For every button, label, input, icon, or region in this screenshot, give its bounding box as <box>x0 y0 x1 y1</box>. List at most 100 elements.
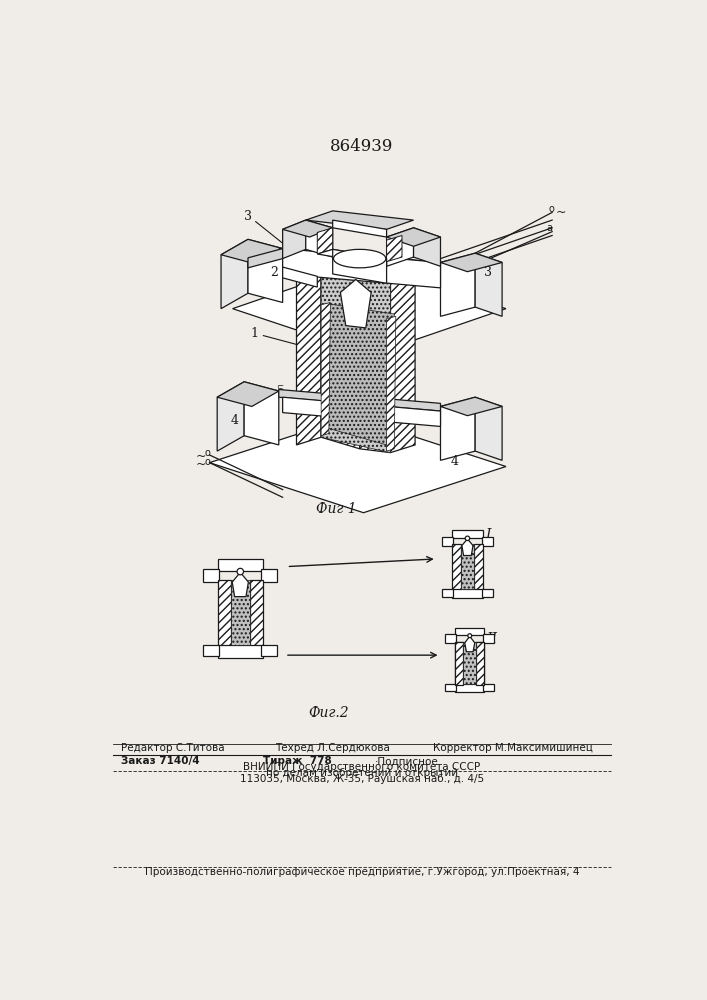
Text: II: II <box>486 632 498 646</box>
Text: o: o <box>204 448 210 458</box>
Polygon shape <box>464 636 474 652</box>
Polygon shape <box>248 249 283 268</box>
Text: ~: ~ <box>196 458 206 471</box>
Text: 864939: 864939 <box>330 138 394 155</box>
Polygon shape <box>296 268 321 445</box>
Text: 4: 4 <box>231 414 239 427</box>
Polygon shape <box>440 253 502 272</box>
Text: Фиг 1: Фиг 1 <box>316 502 357 516</box>
Bar <box>463 642 477 684</box>
Bar <box>218 580 230 647</box>
Polygon shape <box>414 228 440 266</box>
Polygon shape <box>440 397 475 460</box>
Bar <box>218 559 263 571</box>
Text: ·Подписное: ·Подписное <box>375 756 439 766</box>
Polygon shape <box>325 303 395 445</box>
Text: 5: 5 <box>277 385 285 398</box>
Bar <box>455 642 463 685</box>
Bar <box>455 642 484 685</box>
Ellipse shape <box>344 286 368 299</box>
Circle shape <box>465 536 469 541</box>
Text: по делам изобретений и открытий: по делам изобретений и открытий <box>266 768 458 778</box>
Polygon shape <box>333 249 387 283</box>
Text: Техред Л.Сердюкова: Техред Л.Сердюкова <box>275 743 390 753</box>
Polygon shape <box>221 239 248 309</box>
Text: 4: 4 <box>450 455 459 468</box>
Bar <box>477 642 484 685</box>
Polygon shape <box>283 397 440 426</box>
Bar <box>474 544 483 590</box>
Bar <box>452 589 483 598</box>
Text: Редактор С.Титова: Редактор С.Титова <box>121 743 225 753</box>
Polygon shape <box>279 389 440 411</box>
Polygon shape <box>317 228 333 254</box>
Polygon shape <box>321 268 360 449</box>
Text: 3: 3 <box>484 266 492 279</box>
Polygon shape <box>340 279 371 328</box>
Bar <box>452 544 461 590</box>
Text: 2: 2 <box>270 266 278 279</box>
Polygon shape <box>360 279 390 453</box>
Polygon shape <box>283 220 305 259</box>
Circle shape <box>237 568 243 575</box>
Bar <box>461 544 474 589</box>
Polygon shape <box>317 249 387 263</box>
Bar <box>455 684 484 692</box>
Polygon shape <box>387 235 402 262</box>
Polygon shape <box>440 253 475 316</box>
Polygon shape <box>475 397 502 460</box>
Bar <box>452 530 483 538</box>
Polygon shape <box>321 302 330 436</box>
Polygon shape <box>248 239 283 302</box>
Bar <box>455 628 484 635</box>
Text: o: o <box>204 457 210 467</box>
Text: a: a <box>546 223 552 233</box>
Text: Производственно-полиграфическое предприятие, г.Ужгород, ул.Проектная, 4: Производственно-полиграфическое предприя… <box>145 867 579 877</box>
Bar <box>442 537 453 546</box>
Bar <box>230 580 250 645</box>
Text: 3: 3 <box>244 210 252 223</box>
Bar <box>445 684 457 691</box>
Polygon shape <box>283 220 333 237</box>
Polygon shape <box>462 539 473 556</box>
Bar <box>218 645 263 658</box>
Bar <box>262 569 277 582</box>
Circle shape <box>468 634 472 638</box>
Polygon shape <box>244 382 279 445</box>
Polygon shape <box>475 253 502 316</box>
Polygon shape <box>217 382 279 406</box>
Text: ВНИИПИ Государственного комитета СССР: ВНИИПИ Государственного комитета СССР <box>243 762 481 772</box>
Text: o: o <box>549 204 554 214</box>
Bar <box>262 645 277 656</box>
Text: Тираж  778: Тираж 778 <box>264 756 332 766</box>
Text: 113035, Москва, Ж-35, Раушская наб., д. 4/5: 113035, Москва, Ж-35, Раушская наб., д. … <box>240 774 484 784</box>
Text: Фиг.2: Фиг.2 <box>308 706 349 720</box>
Polygon shape <box>279 249 440 262</box>
Text: Корректор М.Максимишинец: Корректор М.Максимишинец <box>433 743 592 753</box>
Bar <box>482 537 493 546</box>
Polygon shape <box>305 220 333 257</box>
Polygon shape <box>209 416 506 513</box>
Bar <box>483 634 494 643</box>
Polygon shape <box>387 228 440 246</box>
Text: 1: 1 <box>250 327 258 340</box>
Text: ~: ~ <box>555 205 566 218</box>
Bar <box>442 589 453 597</box>
Polygon shape <box>217 382 244 451</box>
Polygon shape <box>232 572 248 597</box>
Bar <box>250 580 263 647</box>
Ellipse shape <box>334 249 386 268</box>
Bar <box>482 589 493 597</box>
Text: Заказ 7140/4: Заказ 7140/4 <box>121 756 199 766</box>
Polygon shape <box>233 262 506 355</box>
Bar <box>483 684 494 691</box>
Polygon shape <box>440 397 502 416</box>
Polygon shape <box>387 228 414 266</box>
Polygon shape <box>333 220 387 237</box>
Bar <box>445 634 457 643</box>
Polygon shape <box>221 239 283 264</box>
Polygon shape <box>387 316 396 451</box>
Text: ~: ~ <box>196 450 206 463</box>
Polygon shape <box>321 268 390 453</box>
Bar <box>203 569 219 582</box>
